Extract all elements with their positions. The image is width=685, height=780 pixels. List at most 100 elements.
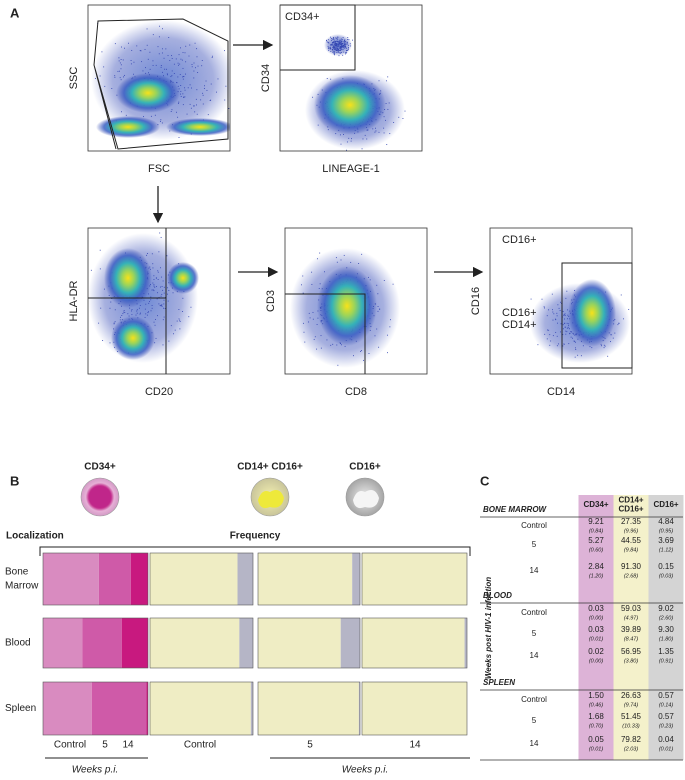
box-frame [42, 617, 149, 669]
plot-frame [87, 4, 231, 152]
event-dot [566, 327, 568, 329]
column-bg [648, 495, 684, 760]
event-dot [167, 293, 168, 295]
cell-sd: (0.14) [659, 702, 674, 708]
event-dot [99, 75, 101, 77]
event-dot [340, 38, 342, 40]
event-dot [549, 334, 551, 336]
event-dot [162, 28, 163, 30]
event-dot [184, 96, 186, 98]
event-dot [143, 116, 145, 118]
event-dot [350, 261, 352, 263]
event-dot [151, 307, 153, 309]
box-frame [149, 552, 254, 606]
cell-sd: (0.46) [589, 702, 604, 708]
event-dot [337, 48, 339, 50]
event-dot [128, 42, 129, 44]
event-dot [385, 119, 387, 121]
box-frame [361, 681, 468, 736]
event-dot [550, 340, 552, 342]
event-dot [562, 334, 564, 336]
event-dot [330, 44, 332, 46]
event-dot [99, 268, 101, 270]
event-dot [170, 111, 172, 112]
event-dot [567, 314, 569, 316]
event-dot [160, 65, 162, 66]
event-dot [340, 40, 342, 42]
event-dot [336, 46, 338, 48]
event-dot [336, 49, 338, 51]
event-dot [196, 104, 197, 106]
event-dot [333, 46, 335, 48]
event-dot [339, 43, 341, 45]
event-dot [580, 355, 582, 357]
event-dot [144, 48, 146, 50]
event-dot [326, 78, 328, 79]
event-dot [546, 315, 548, 317]
section-name: BONE MARROW [483, 505, 548, 514]
event-dot [113, 323, 115, 325]
event-dot [577, 354, 579, 356]
event-dot [119, 77, 121, 79]
event-dot [374, 131, 376, 133]
event-dot [114, 309, 116, 311]
event-dot [344, 43, 346, 45]
event-dot [342, 46, 344, 48]
event-dot [146, 254, 148, 256]
event-dot [338, 43, 340, 45]
frequency-segment [362, 618, 465, 668]
event-dot [335, 40, 337, 42]
cell-value: 0.02 [588, 647, 604, 656]
event-dot [574, 356, 576, 358]
event-dot [161, 48, 163, 50]
box-frame [361, 552, 468, 606]
column-header: CD34+ [583, 500, 608, 509]
event-dot [304, 341, 306, 343]
event-dot [120, 68, 122, 70]
event-dot [367, 276, 369, 278]
event-dot [196, 89, 198, 91]
event-dot [340, 42, 342, 43]
population-label: CD34+ [84, 462, 116, 473]
event-dot [342, 40, 344, 42]
cell-sd: (2.68) [624, 573, 639, 579]
event-dot [340, 44, 342, 46]
event-dot [333, 47, 335, 49]
event-dot [363, 359, 364, 361]
event-dot [166, 255, 168, 257]
event-dot [178, 137, 180, 138]
frequency-segment [121, 618, 148, 668]
event-dot [567, 309, 568, 311]
event-dot [179, 74, 181, 76]
box-frame [42, 552, 149, 606]
event-dot [190, 107, 192, 109]
event-dot [344, 45, 346, 47]
event-dot [339, 45, 341, 47]
event-dot [340, 41, 342, 43]
event-dot [168, 290, 170, 291]
event-dot [563, 322, 565, 324]
event-dot [179, 328, 181, 330]
event-dot [338, 48, 340, 50]
event-dot [150, 310, 152, 312]
event-dot [333, 53, 335, 55]
event-dot [565, 297, 567, 299]
cell-value: 3.69 [658, 536, 674, 545]
event-dot [377, 293, 379, 295]
event-dot [362, 138, 364, 140]
event-dot [375, 130, 377, 132]
event-dot [120, 59, 122, 60]
event-dot [332, 45, 334, 47]
event-dot [124, 312, 126, 313]
event-dot [205, 80, 207, 82]
event-dot [165, 48, 167, 50]
event-dot [570, 336, 572, 338]
cell-sd: (0.00) [589, 615, 604, 621]
event-dot [343, 46, 345, 48]
event-dot [336, 44, 338, 46]
event-dot [151, 304, 153, 306]
event-dot [202, 94, 204, 96]
event-dot [131, 49, 133, 51]
x-tick-label: 14 [409, 740, 421, 751]
event-dot [217, 78, 219, 80]
